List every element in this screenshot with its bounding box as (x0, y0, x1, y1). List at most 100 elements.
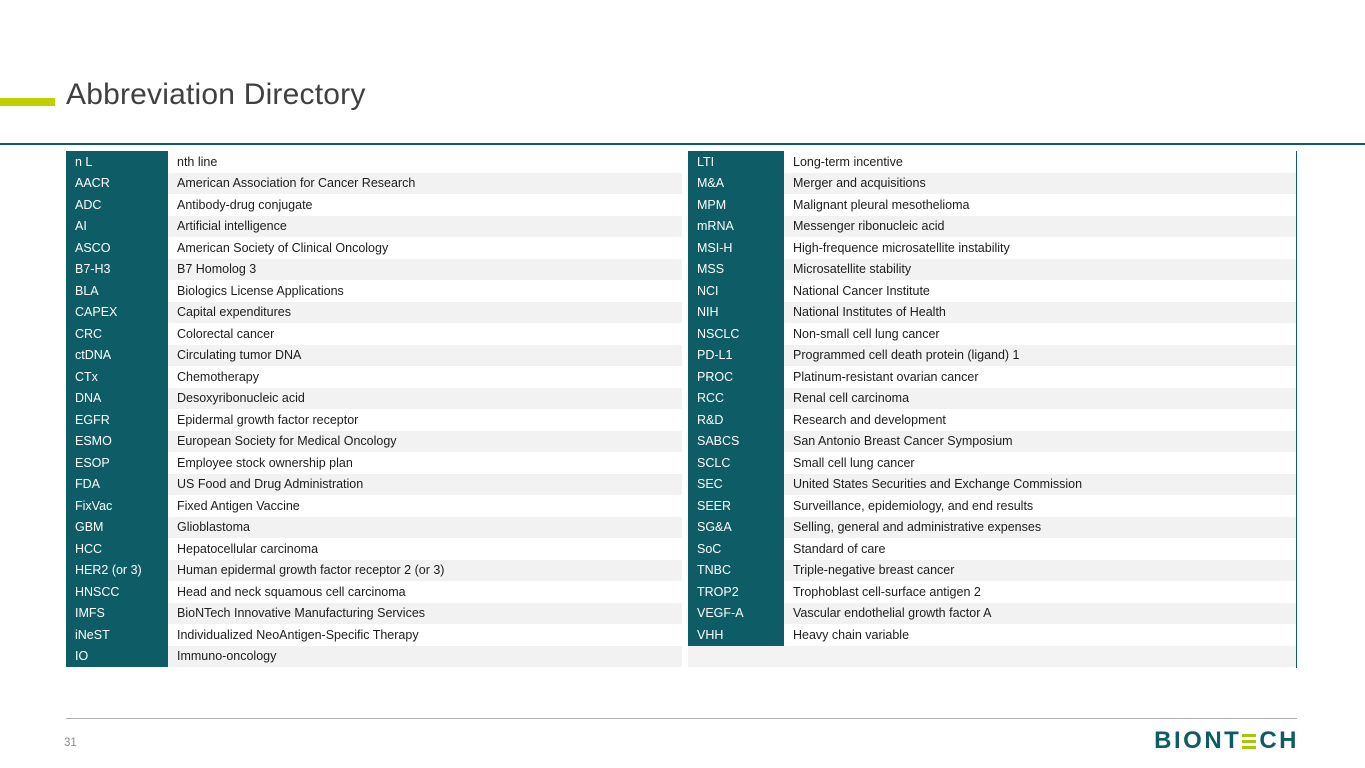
abbreviation-cell: LTI (688, 151, 784, 173)
definition-cell: Fixed Antigen Vaccine (168, 495, 682, 517)
table-row: RCC Renal cell carcinoma (688, 387, 1297, 409)
table-row: TNBC Triple-negative breast cancer (688, 559, 1297, 581)
table-row: LTI Long-term incentive (688, 151, 1297, 173)
table-row: iNeST Individualized NeoAntigen-Specific … (66, 624, 682, 646)
definition-cell: National Cancer Institute (784, 280, 1297, 302)
definition-cell: Human epidermal growth factor receptor 2… (168, 559, 682, 581)
abbreviation-cell: mRNA (688, 215, 784, 237)
abbreviation-cell: HER2 (or 3) (66, 559, 168, 581)
abbreviation-cell: M&A (688, 172, 784, 194)
definition-cell: Surveillance, epidemiology, and end resu… (784, 495, 1297, 517)
table-row: ctDNA Circulating tumor DNA (66, 344, 682, 366)
table-row: VHH Heavy chain variable (688, 624, 1297, 646)
abbreviation-cell: R&D (688, 409, 784, 431)
table-row: GBM Glioblastoma (66, 516, 682, 538)
definition-cell: Microsatellite stability (784, 258, 1297, 280)
table-row: IO Immuno-oncology (66, 645, 682, 667)
definition-cell: Non-small cell lung cancer (784, 323, 1297, 345)
abbreviation-cell: ESOP (66, 452, 168, 474)
footer-divider (66, 718, 1297, 719)
abbrev-table-right: LTI Long-term incentive M&A Merger and acqu… (688, 151, 1297, 667)
definition-cell: Merger and acquisitions (784, 172, 1297, 194)
page-title: Abbreviation Directory (66, 78, 366, 111)
abbreviation-cell: ADC (66, 194, 168, 216)
abbreviation-cell: SG&A (688, 516, 784, 538)
page-number: 31 (64, 737, 77, 749)
table-right-border (1296, 151, 1297, 668)
table-row: MSI-H High-frequence microsatellite insta… (688, 237, 1297, 259)
table-row: HCC Hepatocellular carcinoma (66, 538, 682, 560)
table-row: CAPEX Capital expenditures (66, 301, 682, 323)
title-accent-bar (0, 98, 55, 106)
definition-cell: Renal cell carcinoma (784, 387, 1297, 409)
abbreviation-cell: ASCO (66, 237, 168, 259)
definition-cell: US Food and Drug Administration (168, 473, 682, 495)
definition-cell: American Society of Clinical Oncology (168, 237, 682, 259)
abbreviation-cell: AACR (66, 172, 168, 194)
abbreviation-cell: CTx (66, 366, 168, 388)
table-row: SG&A Selling, general and administrative … (688, 516, 1297, 538)
abbreviation-cell: TNBC (688, 559, 784, 581)
definition-cell: Standard of care (784, 538, 1297, 560)
definition-cell: nth line (168, 151, 682, 173)
abbreviation-cell: AI (66, 215, 168, 237)
abbreviation-cell: VHH (688, 624, 784, 646)
abbreviation-cell: MSS (688, 258, 784, 280)
definition-cell: Messenger ribonucleic acid (784, 215, 1297, 237)
table-row: SEER Surveillance, epidemiology, and end … (688, 495, 1297, 517)
abbreviation-cell: FixVac (66, 495, 168, 517)
definition-cell: High-frequence microsatellite instabilit… (784, 237, 1297, 259)
table-row-empty (688, 645, 1297, 667)
abbreviation-cell: B7-H3 (66, 258, 168, 280)
definition-cell: Heavy chain variable (784, 624, 1297, 646)
table-row: FixVac Fixed Antigen Vaccine (66, 495, 682, 517)
table-row: ASCO American Society of Clinical Oncolog… (66, 237, 682, 259)
abbreviation-cell: SoC (688, 538, 784, 560)
abbreviation-cell: TROP2 (688, 581, 784, 603)
definition-cell: Individualized NeoAntigen-Specific Thera… (168, 624, 682, 646)
table-row: VEGF-A Vascular endothelial growth factor… (688, 602, 1297, 624)
table-row: HER2 (or 3) Human epidermal growth factor… (66, 559, 682, 581)
logo-e-bars-icon (1242, 733, 1257, 749)
table-row: TROP2 Trophoblast cell-surface antigen 2 (688, 581, 1297, 603)
definition-cell: Long-term incentive (784, 151, 1297, 173)
abbreviation-cell: iNeST (66, 624, 168, 646)
definition-cell: Chemotherapy (168, 366, 682, 388)
abbreviation-cell: MPM (688, 194, 784, 216)
abbreviation-cell: HNSCC (66, 581, 168, 603)
definition-cell: Platinum-resistant ovarian cancer (784, 366, 1297, 388)
definition-cell: Epidermal growth factor receptor (168, 409, 682, 431)
definition-cell: Small cell lung cancer (784, 452, 1297, 474)
title-divider-rule (0, 143, 1365, 145)
table-row: EGFR Epidermal growth factor receptor (66, 409, 682, 431)
abbreviation-cell: CRC (66, 323, 168, 345)
table-row: FDA US Food and Drug Administration (66, 473, 682, 495)
definition-cell: Artificial intelligence (168, 215, 682, 237)
table-row: mRNA Messenger ribonucleic acid (688, 215, 1297, 237)
definition-cell: Research and development (784, 409, 1297, 431)
table-row: PROC Platinum-resistant ovarian cancer (688, 366, 1297, 388)
definition-cell: Programmed cell death protein (ligand) 1 (784, 344, 1297, 366)
abbreviation-cell: n L (66, 151, 168, 173)
table-row: M&A Merger and acquisitions (688, 172, 1297, 194)
abbreviation-cell: NSCLC (688, 323, 784, 345)
table-row: CRC Colorectal cancer (66, 323, 682, 345)
definition-cell: Desoxyribonucleic acid (168, 387, 682, 409)
table-row: ESOP Employee stock ownership plan (66, 452, 682, 474)
definition-cell: United States Securities and Exchange Co… (784, 473, 1297, 495)
abbreviation-cell: SABCS (688, 430, 784, 452)
table-row: SoC Standard of care (688, 538, 1297, 560)
definition-cell: Circulating tumor DNA (168, 344, 682, 366)
definition-cell: Trophoblast cell-surface antigen 2 (784, 581, 1297, 603)
abbreviation-cell: ESMO (66, 430, 168, 452)
table-row: NIH National Institutes of Health (688, 301, 1297, 323)
table-row: MPM Malignant pleural mesothelioma (688, 194, 1297, 216)
abbreviation-cell: HCC (66, 538, 168, 560)
definition-cell: B7 Homolog 3 (168, 258, 682, 280)
definition-cell: Biologics License Applications (168, 280, 682, 302)
abbreviation-cell: SEER (688, 495, 784, 517)
